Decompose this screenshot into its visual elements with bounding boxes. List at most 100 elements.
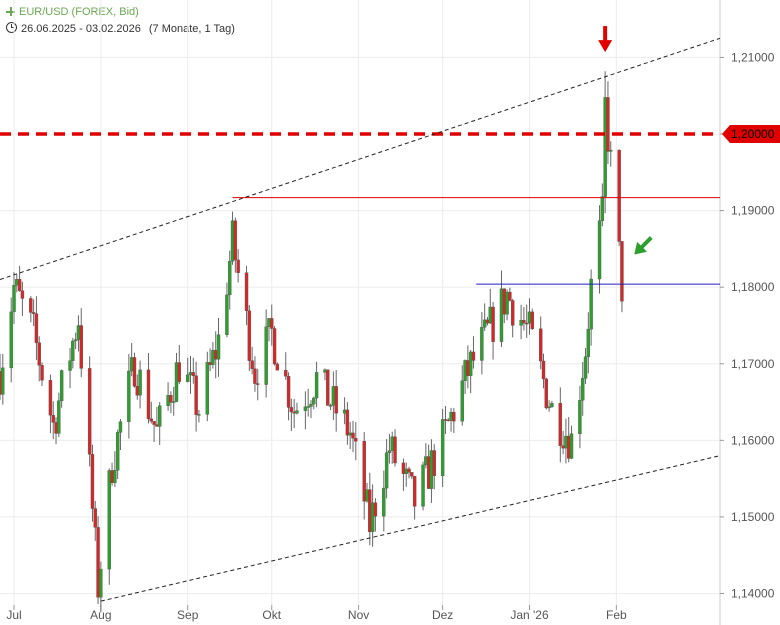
candle-body — [373, 502, 378, 517]
candle-body — [253, 368, 257, 384]
candle-body — [90, 454, 95, 509]
candle-body — [73, 339, 78, 342]
candle-body — [149, 418, 153, 422]
candle-body — [471, 351, 476, 361]
candle-body — [115, 432, 120, 471]
candle-body — [424, 456, 428, 466]
date-range-text: 26.06.2025 - 03.02.2026 — [21, 23, 141, 35]
candle-body — [348, 432, 352, 436]
candle-body — [292, 411, 296, 414]
y-tick-label: 1,19000 — [731, 204, 775, 218]
candle-body — [342, 409, 347, 414]
x-tick-label: Nov — [348, 608, 369, 622]
candle-body — [393, 436, 397, 464]
candle-body — [412, 476, 417, 507]
candle-body — [606, 97, 610, 152]
candle-body — [384, 452, 389, 489]
x-tick-label: Jan '26 — [510, 608, 549, 622]
candle-body — [87, 368, 92, 455]
candle-body — [440, 419, 445, 477]
candle-body — [9, 311, 13, 369]
candle-body — [550, 403, 554, 408]
candle-body — [169, 395, 173, 403]
candle-body — [482, 319, 487, 328]
candle-body — [306, 406, 310, 408]
candle-body — [1, 367, 5, 395]
candle-body — [519, 320, 523, 326]
candle-body — [600, 196, 605, 221]
candle-body — [547, 406, 551, 409]
candle-body — [51, 414, 55, 423]
candle-body — [561, 445, 565, 449]
candle-body — [228, 261, 232, 296]
candle-body — [443, 419, 448, 421]
candle-body — [460, 380, 464, 422]
candle-body — [138, 369, 142, 396]
candle-body — [216, 334, 221, 360]
candle-body — [12, 285, 16, 313]
candle-body — [569, 433, 574, 459]
candle-body — [270, 318, 274, 329]
candle-body — [68, 360, 72, 371]
candle-body — [508, 291, 512, 301]
candle-body — [174, 362, 179, 402]
candle-body — [267, 318, 271, 328]
candle-body — [345, 409, 350, 436]
candle-body — [452, 411, 456, 422]
candle-body — [362, 441, 366, 502]
candle-body — [488, 306, 492, 324]
candle-body — [480, 327, 484, 361]
candle-body — [211, 349, 215, 365]
candle-body — [191, 372, 196, 376]
candle-body — [127, 370, 131, 422]
y-tick-label: 1,21000 — [731, 50, 775, 64]
candle-body — [449, 411, 453, 421]
candle-body — [29, 298, 33, 313]
candle-body — [256, 383, 260, 385]
candle-body — [48, 380, 53, 416]
candle-body — [326, 369, 330, 406]
y-tick-label: 1,16000 — [731, 433, 775, 447]
candle-body — [567, 435, 571, 459]
candle-body — [309, 403, 313, 407]
candle-body — [331, 386, 336, 406]
candle-body — [99, 568, 103, 598]
candle-body — [446, 419, 450, 422]
candle-body — [505, 291, 509, 315]
clock-icon — [6, 22, 17, 33]
candle-body — [382, 487, 386, 517]
candle-body — [244, 272, 249, 311]
candle-body — [289, 407, 294, 413]
candle-body — [247, 310, 252, 361]
instrument-title-text: EUR/USD (FOREX, Bid) — [19, 6, 139, 18]
candle-body — [564, 435, 568, 449]
candle-body — [177, 362, 181, 382]
candle-body — [603, 97, 607, 197]
candle-body — [351, 432, 355, 439]
candle-body — [544, 378, 549, 409]
candle-body — [407, 468, 411, 473]
candle-body — [365, 489, 369, 502]
candle-body — [93, 508, 97, 528]
y-tick-label: 1,17000 — [731, 357, 775, 371]
candle-body — [171, 401, 176, 403]
candles — [0, 71, 624, 613]
candle-body — [617, 149, 621, 242]
candle-body — [129, 357, 134, 372]
candle-body — [491, 306, 495, 342]
candle-body — [499, 288, 504, 342]
candle-body — [275, 363, 280, 371]
candle-body — [157, 405, 162, 427]
plus-icon[interactable] — [6, 7, 15, 16]
price-tag-label: 1,20000 — [731, 127, 775, 141]
candle-body — [118, 421, 123, 433]
candle-body — [233, 220, 238, 261]
candle-body — [463, 360, 467, 381]
arrow-shaft — [603, 26, 608, 43]
candle-body — [404, 468, 408, 474]
candle-body — [96, 527, 100, 598]
candle-body — [468, 351, 473, 376]
arrow-head — [634, 241, 648, 255]
candle-body — [527, 311, 532, 324]
